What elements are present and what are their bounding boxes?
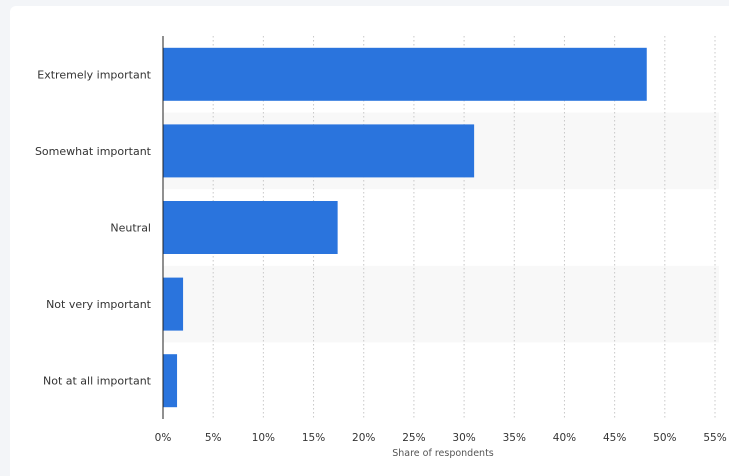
x-tick-label: 15% — [302, 432, 325, 444]
x-tick-label: 30% — [452, 432, 475, 444]
bar[interactable] — [163, 277, 184, 331]
x-tick-label: 55% — [703, 432, 726, 444]
category-label: Somewhat important — [35, 145, 152, 158]
x-tick-label: 0% — [155, 432, 172, 444]
category-label: Extremely important — [37, 68, 151, 81]
x-tick-label: 20% — [352, 432, 375, 444]
x-tick-label: 10% — [252, 432, 275, 444]
bar[interactable] — [163, 47, 647, 101]
category-label: Neutral — [110, 222, 151, 235]
bar[interactable] — [163, 124, 475, 178]
bar[interactable] — [163, 201, 338, 254]
category-labels: Extremely important Somewhat important Neu… — [35, 68, 152, 387]
x-tick-label: 35% — [503, 432, 526, 444]
bar-chart: Extremely important Somewhat important Neu… — [35, 36, 727, 459]
bar[interactable] — [163, 354, 178, 408]
x-tick-label: 25% — [402, 432, 425, 444]
category-label: Not at all important — [43, 375, 152, 388]
bars — [163, 47, 647, 408]
x-axis-title: Share of respondents — [392, 448, 494, 459]
category-label: Not very important — [46, 298, 152, 311]
x-tick-label: 5% — [205, 432, 222, 444]
x-tick-labels: 0% 5% 10% 15% 20% 25% 30% 35% 40% 45% 50% 55% — [155, 432, 727, 444]
chart-card: Extremely important Somewhat important Neu… — [10, 6, 729, 476]
x-tick-label: 50% — [653, 432, 676, 444]
row-band — [163, 265, 719, 343]
x-tick-label: 45% — [603, 432, 626, 444]
x-tick-label: 40% — [553, 432, 576, 444]
